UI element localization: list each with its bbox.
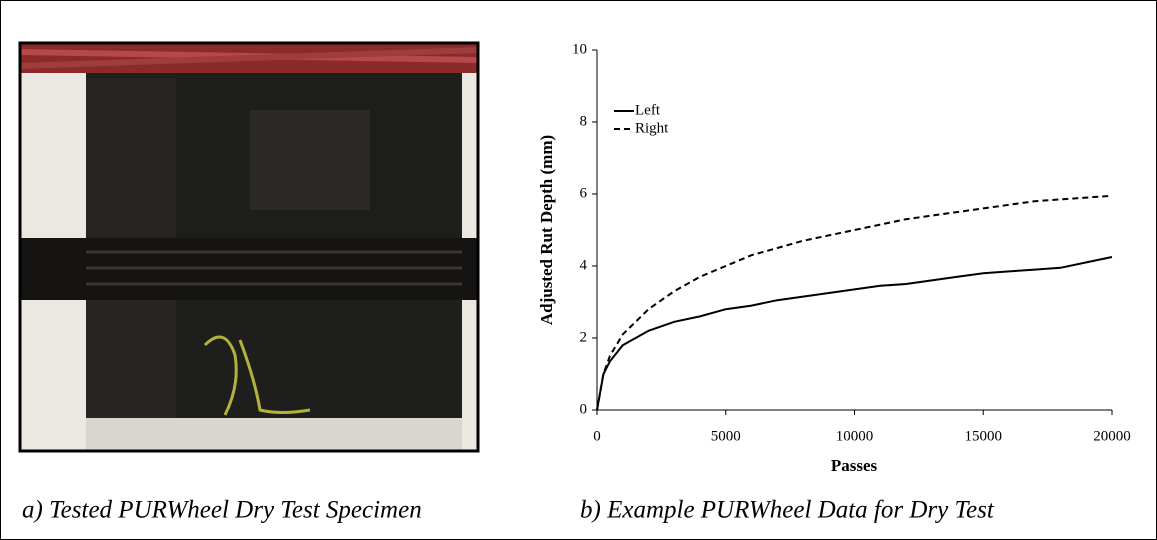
caption: a) Tested PURWheel Dry Test Specimen (22, 497, 422, 524)
series-line (596, 256, 1113, 411)
y-tick-label: 2 (580, 329, 588, 345)
asphalt-texture (250, 110, 370, 210)
x-tick-label: 5000 (711, 428, 741, 444)
y-tick-label: 6 (580, 185, 588, 201)
x-axis-title: Passes (831, 456, 878, 475)
caption: b) Example PURWheel Data for Dry Test (580, 497, 995, 524)
legend-label: Right (635, 120, 669, 136)
x-tick-label: 15000 (965, 428, 1003, 444)
series-line (596, 194, 1113, 411)
pipe (19, 47, 479, 69)
x-tick-label: 0 (593, 428, 601, 444)
y-tick-label: 10 (572, 41, 587, 57)
y-axis-title: Adjusted Rut Depth (mm) (537, 135, 556, 325)
x-tick-label: 20000 (1093, 428, 1131, 444)
y-tick-label: 8 (580, 113, 588, 129)
marker-writing (203, 335, 311, 416)
y-tick-label: 0 (580, 401, 588, 417)
legend-label: Left (635, 102, 661, 118)
photo-border (18, 41, 480, 453)
specimen-photo (18, 41, 480, 453)
x-tick-label: 10000 (836, 428, 874, 444)
y-tick-label: 4 (580, 257, 588, 273)
